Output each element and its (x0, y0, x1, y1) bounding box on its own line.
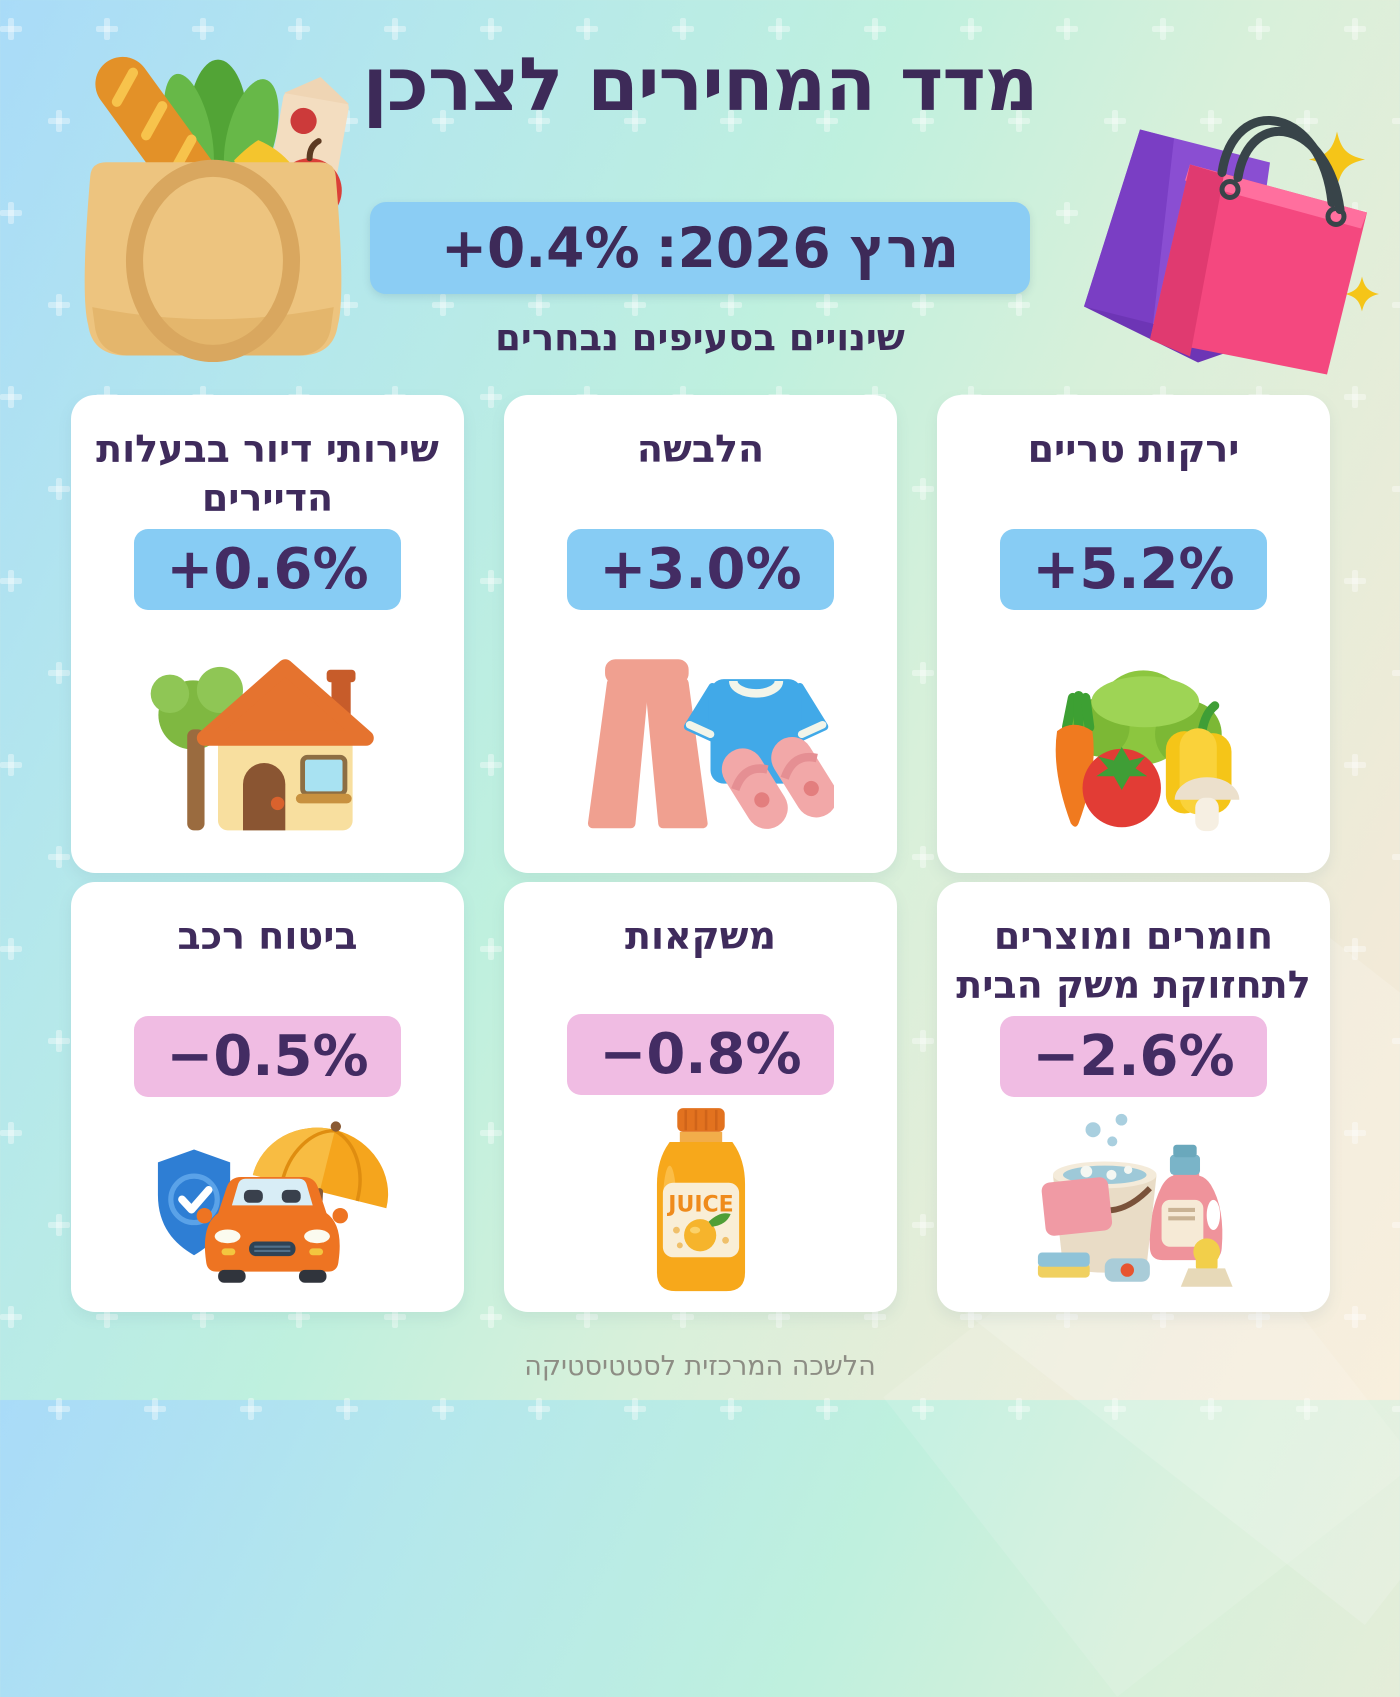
shopping-bags-icon (1022, 42, 1382, 381)
grocery-bag-icon (52, 26, 374, 380)
category-label: משקאות (625, 914, 776, 958)
category-cards-grid: ירקות טריים +5.2% (70, 395, 1330, 1312)
vegetables-icon (1006, 610, 1261, 873)
change-badge: −2.6% (1000, 1016, 1267, 1097)
category-label: שירותי דיור בבעלות הדיירים (96, 427, 439, 520)
house-icon (143, 610, 393, 873)
category-label: חומרים ומוצרים לתחזוקת משק הבית (956, 914, 1311, 1007)
period-badge: מרץ 2026: +0.4% (370, 202, 1030, 294)
change-badge: +3.0% (567, 529, 834, 610)
card-household-maintenance-products: חומרים ומוצרים לתחזוקת משק הבית −2.6% (937, 882, 1330, 1312)
change-badge: −0.5% (134, 1016, 401, 1097)
period-value: +0.4% (440, 216, 640, 280)
card-clothing: הלבשה +3.0% (504, 395, 897, 873)
category-label: הלבשה (636, 427, 765, 471)
change-badge: +5.2% (1000, 529, 1267, 610)
period-label: מרץ 2026: (655, 216, 960, 280)
source-credit: הלשכה המרכזית לסטטיסטיקה (524, 1351, 876, 1382)
car-insurance-icon (139, 1097, 397, 1312)
svg-text:JUICE: JUICE (666, 1193, 733, 1218)
category-label: ביטוח רכב (177, 914, 358, 958)
header: מדד המחירים לצרכן מרץ 2026: +0.4% שינויי… (0, 0, 1400, 395)
category-label: ירקות טריים (1027, 427, 1240, 471)
card-beverages: משקאות −0.8% JUICE (504, 882, 897, 1312)
card-fresh-vegetables: ירקות טריים +5.2% (937, 395, 1330, 873)
subtitle: שינויים בסעיפים נבחרים (495, 316, 905, 359)
cleaning-supplies-icon (1012, 1097, 1256, 1312)
card-owner-occupied-housing-services: שירותי דיור בבעלות הדיירים +0.6% (71, 395, 464, 873)
page-title: מדד המחירים לצרכן (362, 42, 1039, 128)
juice-bottle-icon: JUICE (629, 1095, 773, 1312)
change-badge: +0.6% (134, 529, 401, 610)
clothing-icon (568, 610, 834, 873)
card-car-insurance: ביטוח רכב −0.5% (71, 882, 464, 1312)
change-badge: −0.8% (567, 1014, 834, 1095)
